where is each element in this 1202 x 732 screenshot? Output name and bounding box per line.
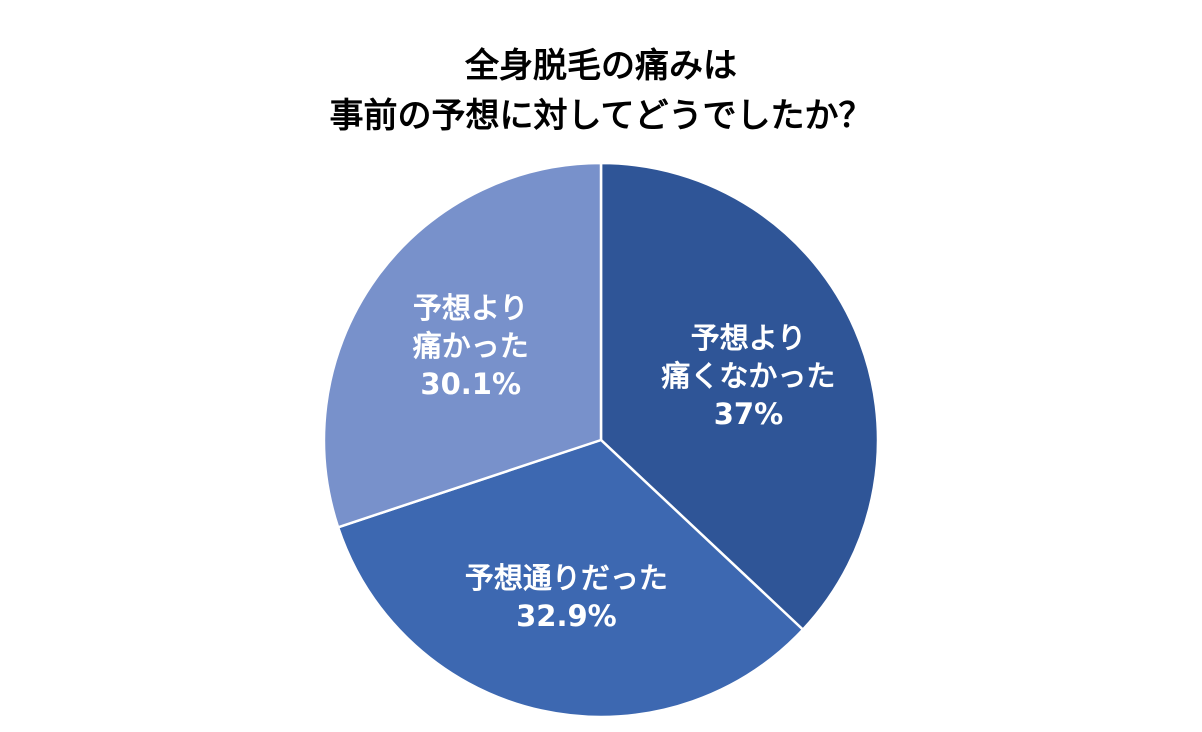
pie-slice (599, 161, 880, 632)
slice-label: 予想通りだった (464, 560, 668, 595)
slice-label: 予想より 痛かった (412, 290, 529, 363)
chart-title: 全身脱毛の痛みは (465, 46, 737, 86)
pie-slice (336, 438, 805, 719)
slice-label: 予想より 痛くなかった (661, 321, 836, 394)
chart-title: 事前の予想に対してどうでしたか？ (329, 96, 873, 136)
pie-slice (322, 161, 603, 529)
value-label: 37% (713, 397, 784, 432)
value-label: 32.9% (516, 598, 617, 633)
value-label: 30.1% (420, 366, 522, 401)
